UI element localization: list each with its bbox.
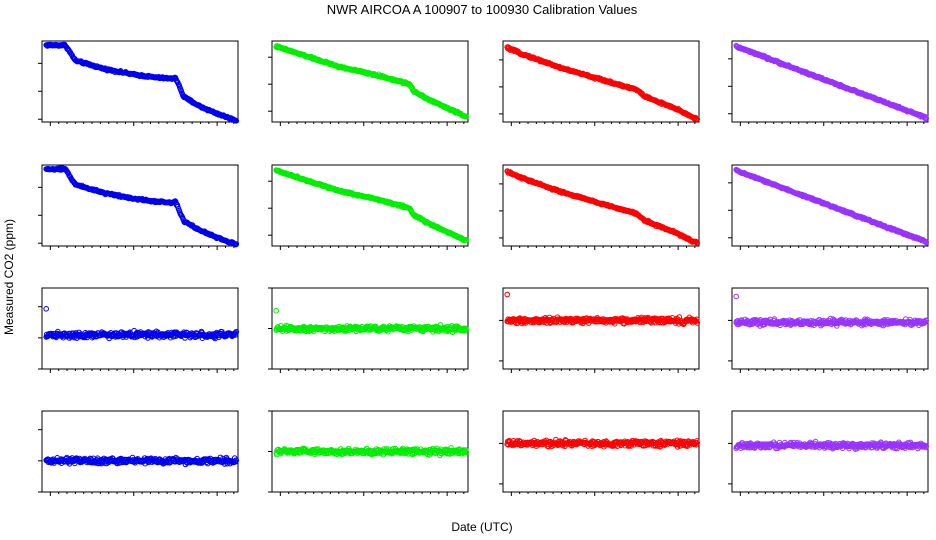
panel-1	[38, 40, 240, 126]
panel-9	[38, 287, 240, 373]
figure-title: NWR AIRCOA A 100907 to 100930 Calibratio…	[327, 2, 638, 17]
data-point	[232, 241, 239, 248]
data-point	[463, 237, 470, 243]
panel-2	[268, 40, 470, 126]
panel-8	[728, 164, 930, 250]
plot-frame	[502, 40, 700, 123]
outlier-point	[733, 293, 740, 300]
data-point	[694, 240, 701, 246]
data-point	[923, 115, 930, 122]
plot-frame	[41, 164, 239, 247]
y-axis-label: Measured CO2 (ppm)	[2, 219, 16, 335]
plot-frame	[41, 410, 239, 493]
outlier-point	[273, 307, 280, 314]
data-point	[922, 239, 929, 245]
data-point	[233, 241, 240, 247]
panel-14	[268, 410, 470, 496]
panel-10	[268, 287, 470, 373]
plot-frame	[271, 40, 469, 123]
data-point	[233, 328, 240, 335]
plot-frame	[731, 40, 929, 123]
data-point	[923, 239, 930, 246]
plot-frame	[502, 287, 700, 370]
panel-grid	[38, 40, 930, 496]
data-point	[463, 113, 470, 120]
panel-11	[499, 287, 701, 373]
data-point	[233, 118, 240, 124]
data-point	[694, 116, 701, 122]
panel-6	[268, 164, 470, 250]
plot-frame	[502, 164, 700, 247]
plot-frame	[731, 287, 929, 370]
plot-frame	[731, 164, 929, 247]
x-axis-label: Date (UTC)	[451, 520, 512, 534]
panel-4	[728, 40, 930, 126]
plot-frame	[41, 287, 239, 370]
data-point	[922, 238, 928, 245]
panel-13	[38, 410, 240, 496]
panel-3	[499, 40, 701, 126]
outlier-point	[43, 306, 50, 312]
panel-5	[38, 164, 240, 250]
panel-7	[499, 164, 701, 250]
plot-frame	[271, 164, 469, 247]
outlier-point	[504, 291, 511, 298]
plot-frame	[41, 40, 239, 123]
panel-12	[728, 287, 930, 373]
